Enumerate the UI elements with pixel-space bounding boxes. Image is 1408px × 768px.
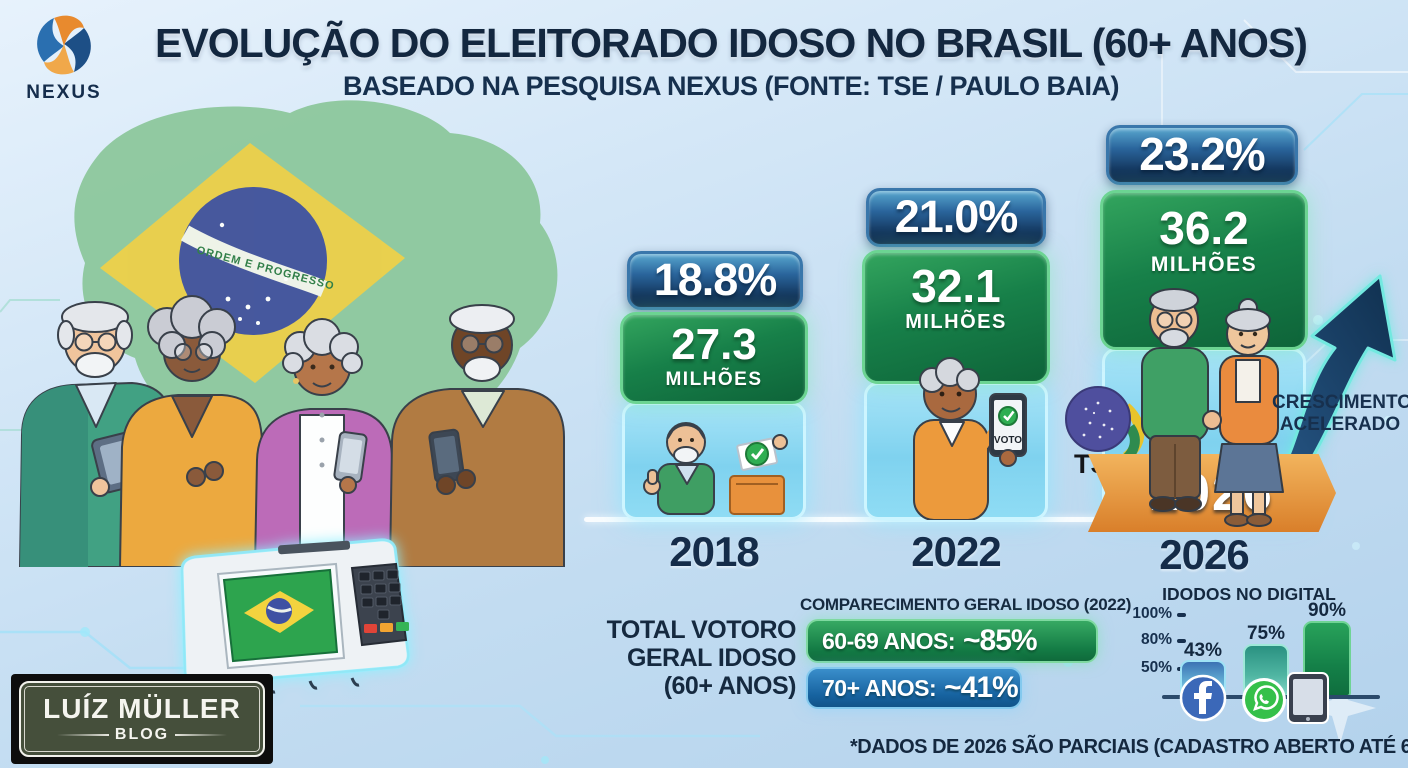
totals-line3: (60+ ANOS) <box>663 672 797 700</box>
voting-machine-illustration <box>180 538 410 697</box>
luiz-muller-blog-logo: LUÍZ MÜLLER BLOG <box>11 674 273 764</box>
footnote: *DADOS DE 2026 SÃO PARCIAIS (CADASTRO AB… <box>850 736 1408 758</box>
elderly-people-illustration <box>19 295 565 567</box>
nexus-logo-icon <box>37 15 91 75</box>
whatsapp-icon <box>1242 678 1286 722</box>
voter-ballot-illustration-2018 <box>643 422 788 515</box>
unit-2018: MILHÕES <box>665 369 763 390</box>
value-box-2022: 32.1 MILHÕES <box>862 250 1050 384</box>
row-value: ~41% <box>944 671 1019 704</box>
pct-badge-2026: 23.2% <box>1106 125 1298 185</box>
decorative-line <box>175 733 228 736</box>
page-title: EVOLUÇÃO DO ELEITORADO IDOSO NO BRASIL (… <box>155 20 1308 66</box>
value-box-2018: 27.3 MILHÕES <box>620 312 808 404</box>
pct-badge-2022: 21.0% <box>866 188 1046 247</box>
phone-voto-label: VOTO <box>994 435 1022 446</box>
blog-name: LUÍZ MÜLLER <box>43 692 241 724</box>
digital-chart-title: IDODOS NO DIGITAL <box>1162 584 1336 604</box>
year-label-2026: 2026 <box>1159 531 1249 578</box>
subtitle-strong: PESQUISA NEXUS <box>525 71 758 101</box>
chart-baseline <box>584 517 1116 522</box>
value-2018: 27.3 <box>671 320 757 369</box>
row-label: 70+ ANOS: <box>822 674 937 701</box>
digital-bar-value-facebook: 43% <box>1183 640 1223 661</box>
page-subtitle: BASEADO NA PESQUISA NEXUS (FONTE: TSE / … <box>96 71 1366 102</box>
blog-word: BLOG <box>114 725 170 743</box>
comparecimento-row-60-69: 60-69 ANOS: ~85% <box>806 619 1098 663</box>
voter-phone-illustration-2022: VOTO <box>913 357 1027 520</box>
digital-bar-value-tablet: 90% <box>1307 600 1347 621</box>
totals-line1: TOTAL VOTORO <box>606 616 797 644</box>
unit-2022: MILHÕES <box>905 311 1007 333</box>
ytick-dash <box>1177 613 1186 617</box>
totals-label: TOTAL VOTORO GERAL IDOSO (60+ ANOS) <box>592 616 797 700</box>
growth-label: CRESCIMENTO ACELERADO <box>1272 392 1408 436</box>
digital-bar-value-whatsapp: 75% <box>1246 623 1286 644</box>
facebook-icon <box>1179 674 1227 722</box>
comparecimento-title: COMPARECIMENTO GERAL IDOSO (2022) <box>800 595 1132 614</box>
header: EVOLUÇÃO DO ELEITORADO IDOSO NO BRASIL (… <box>96 20 1366 102</box>
year-label-2022: 2022 <box>911 528 1001 575</box>
elderly-couple-illustration-2026 <box>1141 288 1284 527</box>
ytick-80: 80% <box>1140 631 1172 648</box>
value-box-2026: 36.2 MILHÕES <box>1100 190 1308 350</box>
ytick-dash <box>1177 639 1186 643</box>
sparkle-icon <box>1304 672 1376 744</box>
value-2022: 32.1 <box>911 260 1001 312</box>
year-label-2018: 2018 <box>669 528 759 575</box>
ytick-50: 50% <box>1140 659 1172 676</box>
nexus-brand-label: NEXUS <box>26 82 102 103</box>
row-value: ~85% <box>962 624 1038 657</box>
ytick-100: 100% <box>1132 605 1172 622</box>
comparecimento-row-70plus: 70+ ANOS: ~41% <box>806 667 1022 709</box>
growth-line2: ACELERADO <box>1279 413 1401 435</box>
value-2026: 36.2 <box>1159 202 1249 254</box>
pct-badge-2018: 18.8% <box>627 251 803 310</box>
decorative-line <box>56 733 109 736</box>
tablet-icon <box>1287 672 1329 724</box>
growth-line1: CRESCIMENTO <box>1272 392 1408 413</box>
subtitle-prefix: BASEADO NA <box>342 71 526 101</box>
unit-2026: MILHÕES <box>1150 253 1258 276</box>
subtitle-suffix: (FONTE: TSE / PAULO BAIA) <box>757 71 1120 101</box>
row-label: 60-69 ANOS: <box>822 627 955 654</box>
totals-line2: GERAL IDOSO <box>626 644 797 672</box>
